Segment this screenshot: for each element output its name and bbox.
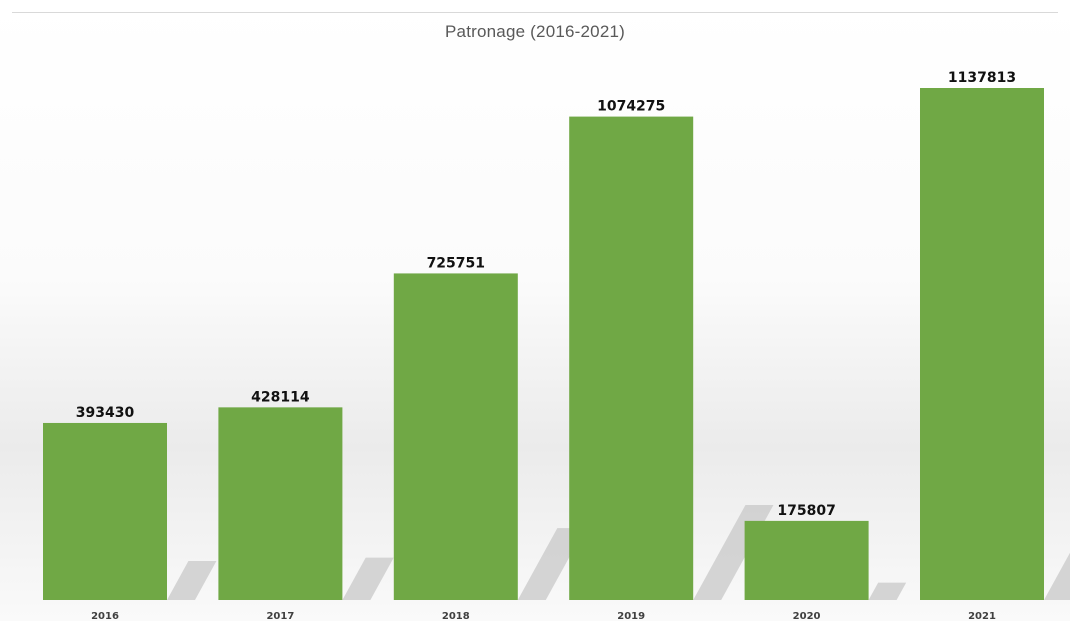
chart-title: Patronage (2016-2021) xyxy=(445,22,625,41)
x-tick-2021: 2021 xyxy=(968,611,996,621)
data-label-2016: 393430 xyxy=(76,405,135,421)
bar-2016 xyxy=(43,422,167,600)
bar-2019 xyxy=(569,116,694,600)
x-tick-2020: 2020 xyxy=(793,611,821,621)
bars xyxy=(43,88,1044,600)
x-tick-2016: 2016 xyxy=(91,611,119,621)
x-tick-2017: 2017 xyxy=(266,611,294,621)
data-label-2021: 1137813 xyxy=(948,70,1016,86)
data-label-2017: 428114 xyxy=(251,389,310,405)
bar-shadow-2020 xyxy=(868,582,907,600)
bar-2017 xyxy=(218,407,343,600)
x-tick-2018: 2018 xyxy=(442,611,470,621)
x-tick-2019: 2019 xyxy=(617,611,645,621)
data-label-2019: 1074275 xyxy=(597,99,665,115)
bar-shadow-2021 xyxy=(1044,552,1070,600)
bar-shadow-2016 xyxy=(167,561,217,600)
top-divider xyxy=(12,12,1058,13)
value-labels: 393430 428114 725751 1074275 175807 1137813 xyxy=(76,70,1016,519)
bar-2018 xyxy=(393,273,518,600)
bar-shadow-2017 xyxy=(342,557,394,600)
x-tick-labels: 2016 2017 2018 2019 2020 2021 xyxy=(91,611,996,621)
bar-2021 xyxy=(920,88,1044,600)
bar-shadow-2018 xyxy=(517,528,586,600)
data-label-2018: 725751 xyxy=(427,255,485,271)
data-label-2020: 175807 xyxy=(777,503,835,519)
bar-2020 xyxy=(744,520,869,600)
